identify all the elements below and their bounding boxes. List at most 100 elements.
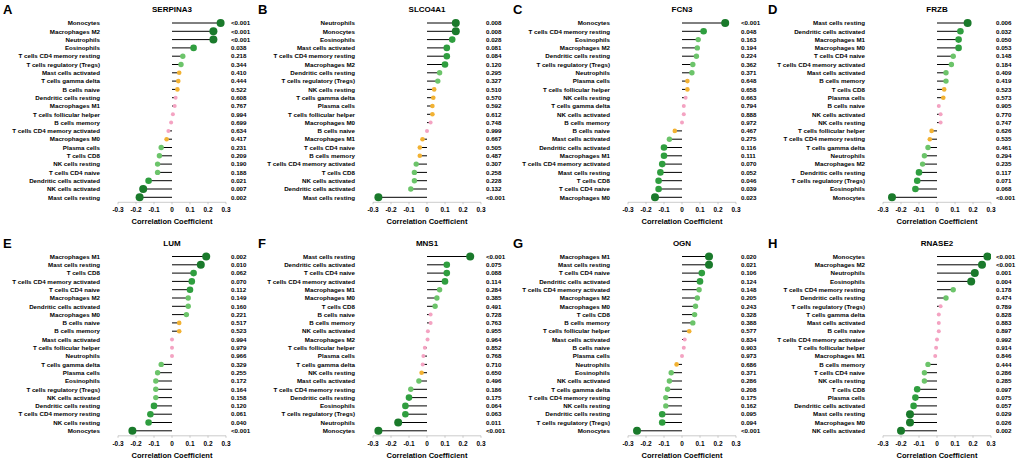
dot <box>922 370 927 375</box>
dot <box>449 36 456 43</box>
p-value: 0.979 <box>231 344 247 351</box>
x-tick-label: 0.3 <box>476 206 485 213</box>
p-value: 0.419 <box>996 77 1012 84</box>
x-tick-label: 0.2 <box>968 206 977 213</box>
stem <box>901 430 937 431</box>
category-label: Dendritic cells activated <box>794 402 865 409</box>
p-value: 0.828 <box>996 311 1012 318</box>
marks <box>128 253 210 435</box>
dot <box>659 411 666 418</box>
panel: GOGN-0.3-0.2-0.100.10.20.3Correlation Co… <box>513 236 761 460</box>
x-tick <box>919 202 920 204</box>
x-tick <box>973 436 974 438</box>
dot <box>186 304 191 309</box>
dot <box>202 253 210 261</box>
dot <box>190 270 197 277</box>
category-label: Dendritic cells resting <box>545 52 610 59</box>
category-label: Macrophages M0 <box>560 194 611 201</box>
dot <box>159 362 164 367</box>
category-label: Dendritic cells resting <box>290 69 355 76</box>
dot <box>420 137 425 142</box>
p-value: 0.112 <box>231 286 247 293</box>
p-value: 0.002 <box>996 427 1012 434</box>
p-value: 0.243 <box>741 303 757 310</box>
dot <box>444 270 451 277</box>
dot <box>184 312 189 317</box>
p-value: 0.385 <box>486 294 502 301</box>
stem <box>149 422 172 423</box>
dot <box>175 87 180 92</box>
x-tick-label: 0.1 <box>950 440 959 447</box>
p-value: 0.004 <box>996 278 1012 285</box>
dot <box>673 129 678 134</box>
stem <box>172 256 206 257</box>
p-value: 0.994 <box>231 336 247 343</box>
p-value: 0.010 <box>231 261 247 268</box>
x-tick <box>208 202 209 204</box>
dot <box>442 278 449 285</box>
dot <box>692 312 697 317</box>
p-value: 0.523 <box>231 327 247 334</box>
dot <box>684 96 688 100</box>
p-value: 0.768 <box>486 352 502 359</box>
p-value: 0.106 <box>741 269 757 276</box>
dot <box>942 87 947 92</box>
dot <box>209 36 217 44</box>
category-label: Dendritic cells activated <box>284 185 355 192</box>
dot <box>418 154 423 159</box>
p-value: 0.966 <box>231 352 247 359</box>
dot <box>159 145 164 150</box>
p-value: 0.007 <box>231 185 247 192</box>
x-tick-label: -0.2 <box>130 206 142 213</box>
x-tick <box>955 436 956 438</box>
dot <box>128 427 136 435</box>
p-value: 0.608 <box>231 94 247 101</box>
x-tick <box>901 436 902 438</box>
p-value: 0.295 <box>486 69 502 76</box>
category-label: T cells gamma delta <box>806 311 865 318</box>
x-tick <box>700 202 701 204</box>
dot <box>412 170 417 175</box>
category-label: T cells gamma delta <box>806 144 865 151</box>
dot <box>217 19 225 27</box>
category-label: Dendritic cells resting <box>545 410 610 417</box>
p-value: 0.491 <box>486 303 502 310</box>
x-tick <box>481 202 482 204</box>
dot <box>922 378 927 383</box>
p-value: 0.057 <box>996 402 1012 409</box>
stem <box>659 180 682 181</box>
category-label: Monocytes <box>578 19 611 26</box>
p-value: 0.075 <box>486 261 502 268</box>
panel-label: C <box>513 2 523 17</box>
dot <box>659 419 666 426</box>
dot <box>699 270 706 277</box>
p-value: 0.172 <box>231 377 247 384</box>
p-value: 0.570 <box>486 94 502 101</box>
panel-label: E <box>3 236 12 251</box>
category-label: T cells CD4 memory resting <box>19 410 101 417</box>
p-value: 0.231 <box>231 144 247 151</box>
category-label: NK cells resting <box>53 160 100 167</box>
dot <box>937 321 941 325</box>
x-tick-label: -0.1 <box>403 206 415 213</box>
category-label: B cells memory <box>819 77 865 84</box>
x-tick-label: 0.2 <box>203 206 212 213</box>
p-value: 0.294 <box>996 152 1012 159</box>
p-value: 0.362 <box>741 61 757 68</box>
category-label: Monocytes <box>68 19 101 26</box>
category-label: Macrophages M0 <box>560 303 611 310</box>
x-tick <box>481 436 482 438</box>
dot <box>197 261 205 269</box>
x-tick-label: 0.1 <box>185 206 194 213</box>
p-value: 0.070 <box>741 160 757 167</box>
p-value: 0.327 <box>486 77 502 84</box>
x-tick-label: 0 <box>680 440 684 447</box>
p-value: 0.474 <box>996 294 1012 301</box>
x-tick-label: 0.3 <box>476 440 485 447</box>
x-tick <box>718 436 719 438</box>
dot <box>943 295 948 300</box>
p-value: 0.124 <box>741 278 757 285</box>
p-value: 0.344 <box>231 61 247 68</box>
category-label: B cells naive <box>828 102 866 109</box>
dot <box>669 370 674 375</box>
